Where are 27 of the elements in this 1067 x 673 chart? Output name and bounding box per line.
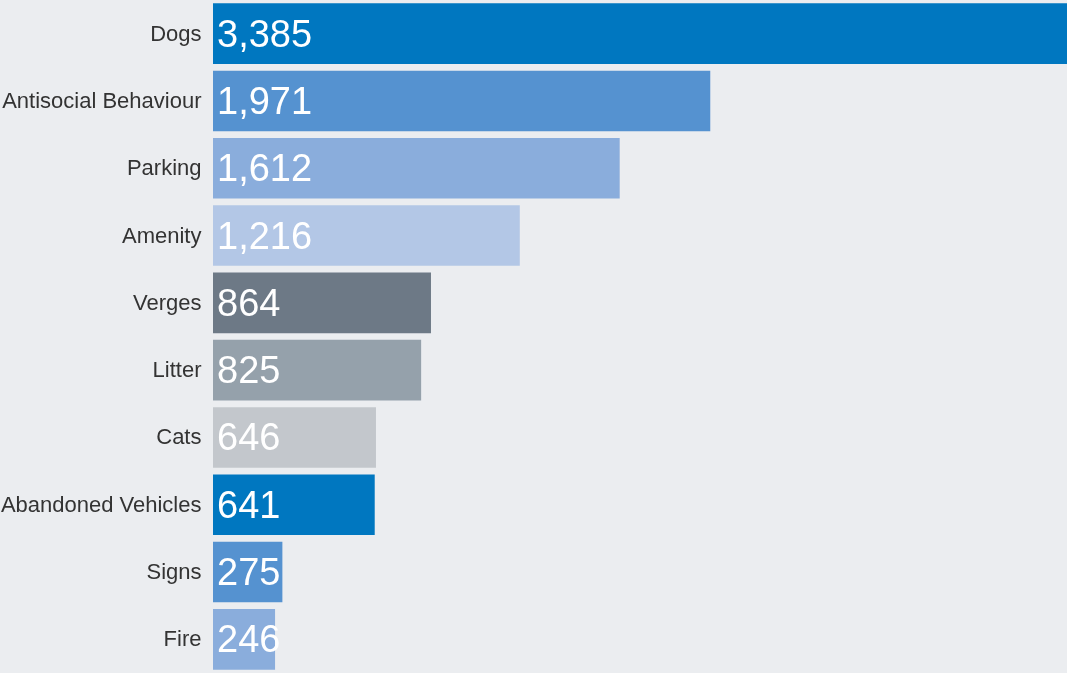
- y-tick-label: Fire: [163, 626, 202, 652]
- y-tick-label: Litter: [152, 357, 202, 383]
- bar: [213, 70, 711, 132]
- data-label: 1,612: [217, 147, 313, 190]
- y-tick-label: Verges: [133, 289, 202, 315]
- y-tick-label: Amenity: [122, 222, 202, 248]
- data-label: 1,971: [217, 79, 313, 122]
- y-tick-label: Parking: [126, 155, 202, 181]
- y-tick-label: Cats: [156, 424, 202, 450]
- y-tick-label: Antisocial Behaviour: [2, 87, 202, 113]
- bar: [213, 3, 1067, 64]
- y-tick-label: Signs: [146, 559, 202, 585]
- bar: [213, 137, 620, 199]
- bar: [213, 272, 431, 334]
- data-label: 1,216: [217, 214, 313, 257]
- data-label: 825: [217, 349, 281, 392]
- bar: [213, 205, 520, 266]
- data-label: 3,385: [217, 12, 313, 55]
- bar: [213, 407, 376, 468]
- y-tick-label: Dogs: [150, 20, 202, 46]
- data-label: 275: [217, 551, 281, 594]
- bar: [213, 339, 422, 401]
- data-label: 864: [217, 281, 281, 324]
- data-label: 641: [217, 483, 281, 526]
- y-tick-label: Abandoned Vehicles: [0, 491, 202, 517]
- bar: [213, 474, 375, 536]
- data-label: 646: [217, 416, 281, 459]
